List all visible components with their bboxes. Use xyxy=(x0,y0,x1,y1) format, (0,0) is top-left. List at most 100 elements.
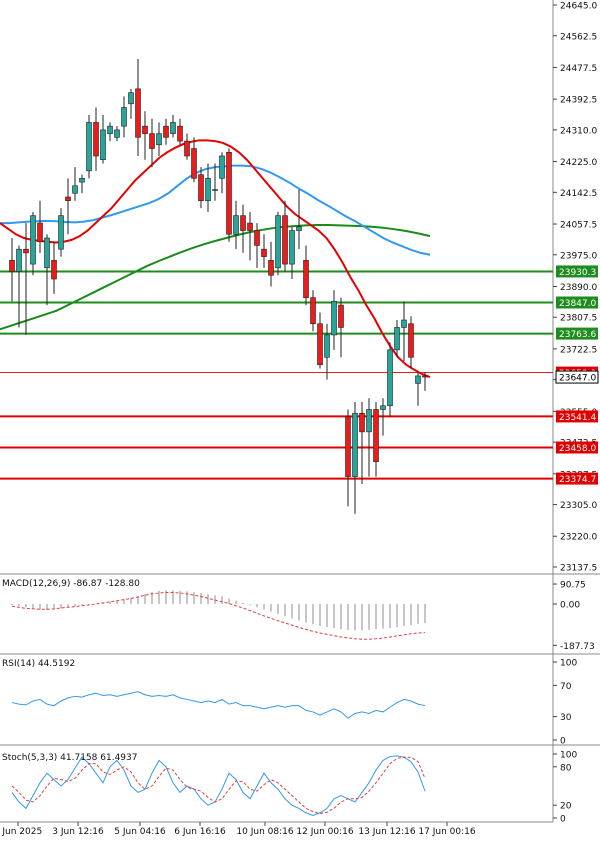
candle-body xyxy=(142,125,148,134)
time-tick-label: 6 Jun 16:16 xyxy=(174,827,226,837)
candle-body xyxy=(128,92,134,105)
level-label-bg xyxy=(556,410,598,423)
candle-body xyxy=(373,409,379,462)
time-tick-label: 3 Jun 12:16 xyxy=(52,827,104,837)
candle-body xyxy=(58,215,64,250)
candle-body xyxy=(268,260,274,276)
price-tick-label: 24562.5 xyxy=(560,32,597,42)
candle-body xyxy=(289,230,295,265)
stoch-tick-label: 0 xyxy=(560,815,566,825)
candle-body xyxy=(338,304,344,328)
candle-body xyxy=(415,375,421,384)
price-tick-label: 24392.5 xyxy=(560,96,597,106)
rsi-tick-label: 30 xyxy=(560,713,572,723)
stoch-tick-label: 20 xyxy=(560,802,572,812)
stoch-d-line xyxy=(11,756,426,815)
candle-body xyxy=(107,125,113,134)
macd-tick-label: -187.73 xyxy=(560,642,595,652)
stoch-label: Stoch(5,3,3) 41.7158 61.4937 xyxy=(2,753,137,763)
price-tick-label: 23807.5 xyxy=(560,314,597,324)
candle-body xyxy=(345,416,351,477)
candle-body xyxy=(401,319,407,328)
level-label-bg xyxy=(556,441,598,454)
candle-body xyxy=(352,412,358,477)
stoch-tick-label: 80 xyxy=(560,763,572,773)
time-tick-label: 2 Jun 2025 xyxy=(0,827,42,837)
candle-body xyxy=(198,174,204,202)
rsi-tick-label: 70 xyxy=(560,682,572,692)
price-tick-label: 24057.5 xyxy=(560,221,597,231)
level-label-bg xyxy=(556,265,598,278)
macd-signal-line xyxy=(11,592,426,640)
candle-body xyxy=(282,215,288,265)
candle-body xyxy=(247,222,253,231)
time-tick-label: 10 Jun 08:16 xyxy=(236,827,293,837)
candle-body xyxy=(303,260,309,298)
candle-body xyxy=(170,122,176,134)
macd-tick-label: 0.00 xyxy=(560,601,580,611)
candle-body xyxy=(30,215,36,265)
candle-body xyxy=(422,375,428,378)
candle-body xyxy=(86,122,92,172)
candle-body xyxy=(408,323,414,358)
candle-body xyxy=(394,327,400,351)
price-tick-label: 24225.0 xyxy=(560,158,597,168)
candle-body xyxy=(163,125,169,138)
candle-body xyxy=(324,334,330,358)
price-tick-label: 23975.0 xyxy=(560,251,597,261)
price-tick-label: 24645.0 xyxy=(560,2,597,12)
candle-body xyxy=(44,237,50,269)
macd-tick-label: 90.75 xyxy=(560,581,586,591)
rsi-line xyxy=(11,691,426,719)
candle-body xyxy=(16,248,22,272)
candle-body xyxy=(100,129,106,161)
time-tick-label: 12 Jun 00:16 xyxy=(296,827,353,837)
candle-body xyxy=(219,155,225,179)
candle-body xyxy=(275,215,281,269)
candle-body xyxy=(121,107,127,127)
stoch-pane: Stoch(5,3,3) 41.7158 61.4937 xyxy=(2,753,426,816)
candle-body xyxy=(261,248,267,257)
candle-body xyxy=(254,230,260,246)
level-label: 23847.0 xyxy=(559,299,596,309)
level-label: 23458.0 xyxy=(559,444,596,454)
rsi-tick-label: 100 xyxy=(560,659,577,669)
candle-body xyxy=(296,226,302,231)
candle-body xyxy=(317,323,323,366)
price-tick-label: 23137.5 xyxy=(560,564,597,574)
level-label: 23374.7 xyxy=(559,475,596,485)
candle-body xyxy=(310,297,316,325)
rsi-tick-label: 0 xyxy=(560,737,566,747)
candle-body xyxy=(93,122,99,157)
main-price-pane xyxy=(0,59,553,514)
ma-slow-line xyxy=(0,223,431,331)
macd-pane: MACD(12,26,9) -86.87 -128.80 xyxy=(2,579,426,640)
stoch-tick-label: 100 xyxy=(560,751,577,761)
price-tick-label: 23722.5 xyxy=(560,345,597,355)
ma-fast-line xyxy=(0,139,431,378)
candle-body xyxy=(79,178,85,183)
candle-body xyxy=(135,88,141,138)
level-label-bg xyxy=(556,472,598,485)
level-label-bg xyxy=(556,327,598,340)
candle-body xyxy=(149,133,155,149)
stoch-k-line xyxy=(11,755,426,816)
candle-body xyxy=(191,148,197,179)
candle-body xyxy=(331,301,337,336)
rsi-label: RSI(14) 44.5192 xyxy=(2,659,75,669)
candle-body xyxy=(9,260,15,272)
candle-body xyxy=(23,248,29,254)
candle-body xyxy=(233,215,239,235)
price-tick-label: 24477.5 xyxy=(560,64,597,74)
candle-body xyxy=(359,412,365,433)
level-label: 23541.4 xyxy=(559,413,596,423)
candle-body xyxy=(37,222,43,243)
candle-body xyxy=(226,151,232,235)
candle-body xyxy=(65,196,71,202)
candle-body xyxy=(177,125,183,142)
time-tick-label: 5 Jun 04:16 xyxy=(114,827,166,837)
price-tick-label: 23220.0 xyxy=(560,533,597,543)
